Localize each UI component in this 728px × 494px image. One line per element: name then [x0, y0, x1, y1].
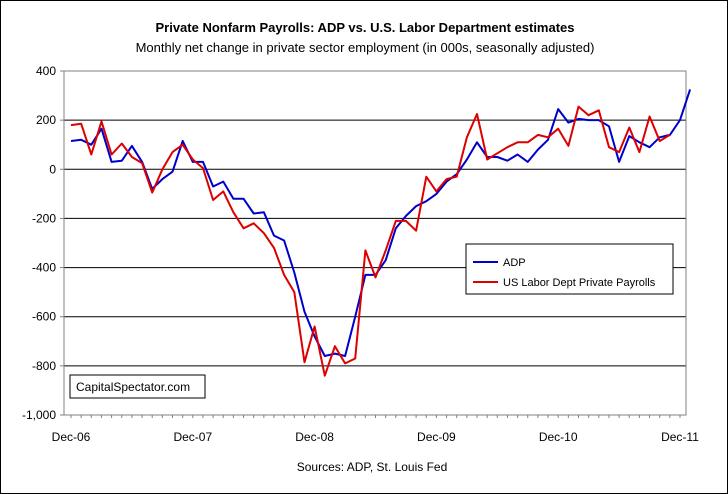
y-tick-label: -800 [32, 359, 56, 373]
x-tick-label: Dec-06 [52, 430, 91, 444]
x-tick-label: Dec-08 [295, 430, 334, 444]
legend-label-adp: ADP [503, 257, 526, 269]
x-tick-label: Dec-07 [173, 430, 212, 444]
y-tick-label: 0 [49, 162, 56, 176]
watermark-label: CapitalSpectator.com [76, 380, 190, 394]
y-tick-label: 200 [36, 113, 56, 127]
y-tick-label: -400 [32, 261, 56, 275]
x-axis-ticks [70, 415, 681, 418]
plot-area: CapitalSpectator.com ADP US Labor Dept P… [60, 70, 692, 418]
y-tick-label: -600 [32, 310, 56, 324]
chart-subtitle: Monthly net change in private sector emp… [136, 40, 595, 55]
x-tick-label: Dec-10 [539, 430, 578, 444]
series-layer [70, 89, 692, 377]
y-tick-label: -200 [32, 211, 56, 225]
gridlines [60, 70, 686, 416]
chart-title: Private Nonfarm Payrolls: ADP vs. U.S. L… [155, 20, 574, 35]
legend-box [465, 243, 674, 295]
legend-label-us-labor-dept: US Labor Dept Private Payrolls [503, 277, 656, 289]
plot-background [64, 71, 686, 415]
series-line-us-labor-dept [70, 105, 671, 377]
x-tick-label: Dec-11 [661, 430, 699, 444]
series-line-adp [70, 89, 692, 357]
source-note: Sources: ADP, St. Louis Fed [297, 460, 448, 474]
watermark-box [69, 374, 206, 399]
x-tick-label: Dec-09 [417, 430, 456, 444]
y-tick-label: -1,000 [22, 408, 56, 422]
y-tick-label: 400 [36, 64, 56, 78]
legend: ADP US Labor Dept Private Payrolls [465, 243, 674, 295]
y-axis-labels: 400 200 0 -200 -400 -600 -800 -1,000 [22, 64, 56, 422]
x-axis-labels: Dec-06 Dec-07 Dec-08 Dec-09 Dec-10 Dec-11 [52, 430, 700, 444]
